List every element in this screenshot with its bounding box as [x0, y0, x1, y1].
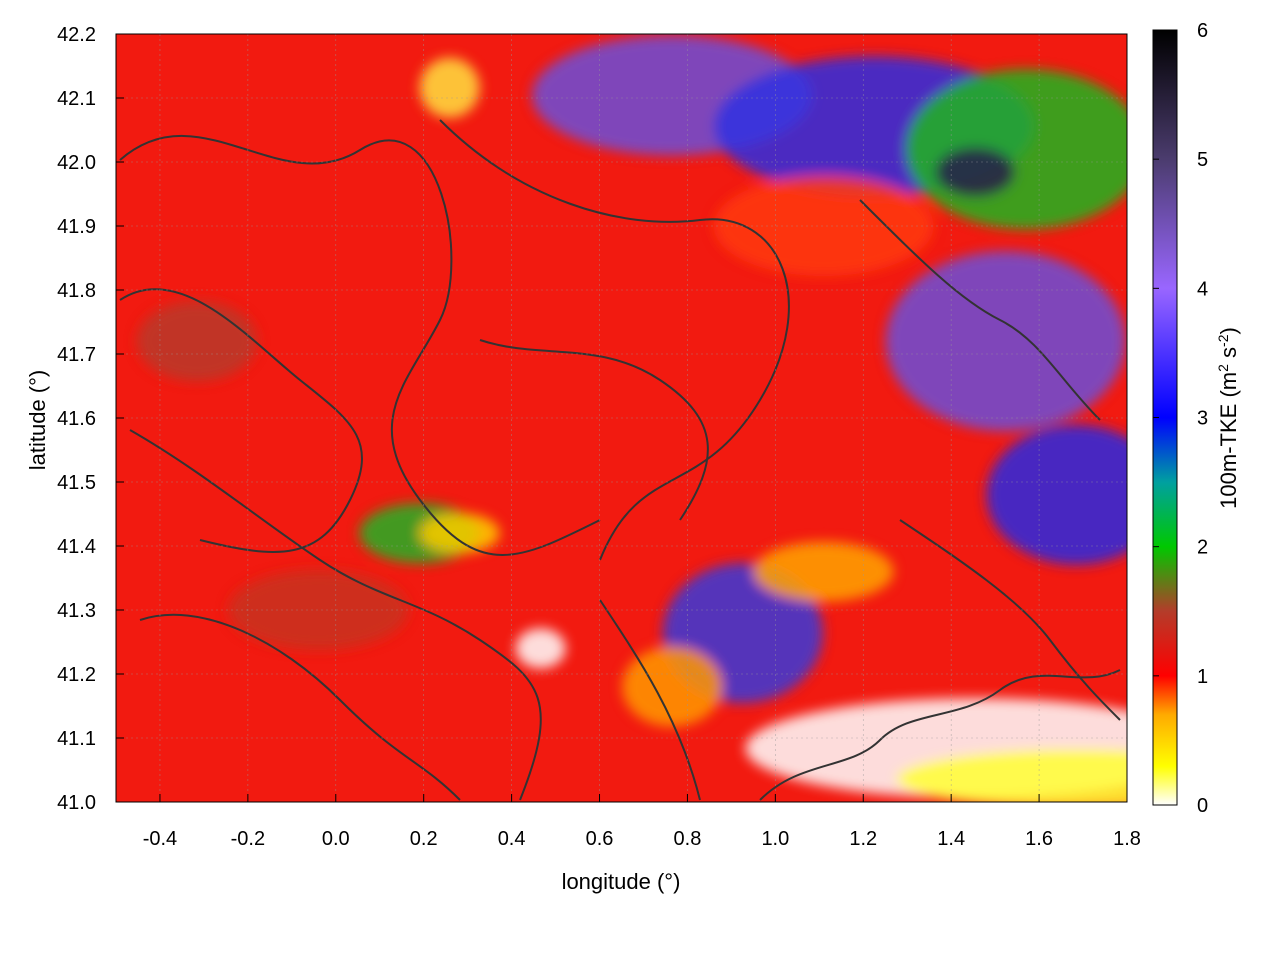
y-axis: 41.0 41.1 41.2 41.3 41.4 41.5 41.6 41.7 41.8 41.9… — [57, 24, 124, 814]
y-tick-label: 41.2 — [57, 664, 96, 686]
grid-lines — [116, 34, 1127, 802]
colorbar-label: 100m-TKE (m2 s-2) — [1215, 327, 1241, 509]
x-tick-label: 1.2 — [849, 828, 877, 850]
x-tick-label: 0.2 — [410, 828, 438, 850]
colorbar-tick-label: 6 — [1197, 20, 1208, 42]
y-tick-label: 41.7 — [57, 344, 96, 366]
x-tick-label: 1.0 — [761, 828, 789, 850]
x-tick-label: 0.8 — [674, 828, 702, 850]
y-tick-label: 41.4 — [57, 536, 96, 558]
y-tick-label: 41.6 — [57, 408, 96, 430]
colorbar-tick-label: 4 — [1197, 278, 1208, 300]
colorbar-tick-label: 1 — [1197, 666, 1208, 688]
x-tick-label: 1.6 — [1025, 828, 1053, 850]
x-tick-label: 0.0 — [322, 828, 350, 850]
y-tick-label: 41.5 — [57, 472, 96, 494]
colorbar: 0 1 2 3 4 5 6 100m-TKE (m2 s-2) — [1152, 20, 1241, 817]
x-tick-label: -0.2 — [231, 828, 265, 850]
x-tick-label: 0.6 — [586, 828, 614, 850]
x-tick-label: 1.8 — [1113, 828, 1141, 850]
x-tick-label: 0.4 — [498, 828, 526, 850]
y-tick-label: 41.3 — [57, 600, 96, 622]
y-tick-label: 42.1 — [57, 88, 96, 110]
y-axis-label: latitude (°) — [25, 370, 50, 471]
y-tick-label: 41.0 — [57, 792, 96, 814]
x-tick-label: -0.4 — [143, 828, 177, 850]
heatmap-field — [136, 35, 1127, 802]
colorbar-tick-label: 0 — [1197, 795, 1208, 817]
colorbar-tick-label: 3 — [1197, 408, 1208, 430]
colorbar-tick-label: 5 — [1197, 149, 1208, 171]
terrain-contours — [119, 119, 1121, 801]
y-tick-label: 42.0 — [57, 152, 96, 174]
x-tick-label: 1.4 — [937, 828, 965, 850]
y-tick-label: 42.2 — [57, 24, 96, 46]
y-tick-label: 41.8 — [57, 280, 96, 302]
colorbar-ticks: 0 1 2 3 4 5 6 — [1153, 20, 1208, 817]
x-axis-label: longitude (°) — [562, 869, 681, 894]
plot-area — [116, 34, 1127, 802]
y-tick-label: 41.9 — [57, 216, 96, 238]
y-tick-label: 41.1 — [57, 728, 96, 750]
colorbar-tick-label: 2 — [1197, 537, 1208, 559]
x-axis: -0.4 -0.2 0.0 0.2 0.4 0.6 0.8 1.0 1.2 1.4 1.6 1.8 — [143, 794, 1141, 850]
